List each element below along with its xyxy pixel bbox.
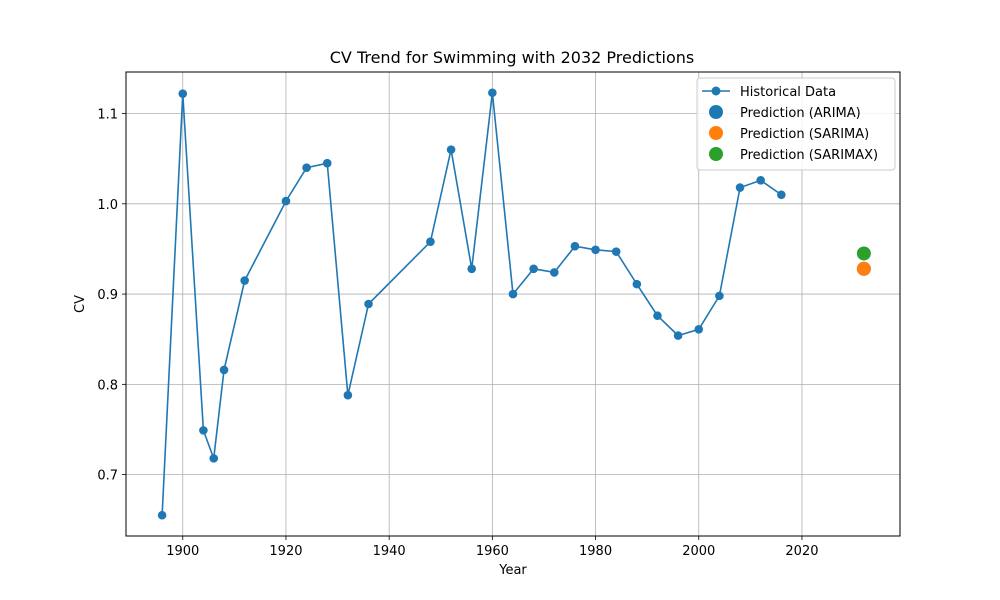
x-tick-label: 2020 xyxy=(785,544,818,559)
x-tick-label: 1900 xyxy=(166,544,199,559)
y-axis-label: CV xyxy=(73,295,88,313)
legend-marker-sarimax xyxy=(709,147,723,161)
historical-data-point xyxy=(467,264,477,274)
historical-data-point xyxy=(570,241,580,251)
legend-label-sarimax: Prediction (SARIMAX) xyxy=(740,148,878,163)
x-tick-label: 1920 xyxy=(269,544,302,559)
historical-data-point xyxy=(715,291,724,301)
legend-label-sarima: Prediction (SARIMA) xyxy=(740,127,869,142)
legend-marker-sarima xyxy=(709,126,723,140)
historical-data-point xyxy=(199,426,208,435)
historical-data-point xyxy=(157,510,167,520)
x-axis-label: Year xyxy=(498,563,527,578)
y-tick-label: 0.7 xyxy=(97,469,118,484)
historical-data-point xyxy=(735,183,745,192)
historical-data-point xyxy=(611,247,621,256)
prediction-sarimax-point xyxy=(856,246,871,261)
historical-data-point xyxy=(632,279,642,289)
legend-marker-historical xyxy=(711,86,721,96)
x-tick-label: 1960 xyxy=(476,544,509,559)
historical-data-point xyxy=(777,190,786,200)
historical-data-point xyxy=(529,264,538,274)
historical-data-point xyxy=(209,454,219,463)
plot-frame xyxy=(125,71,901,537)
chart-title: CV Trend for Swimming with 2032 Predicti… xyxy=(330,48,695,67)
legend-frame xyxy=(696,77,896,171)
historical-data-point xyxy=(302,163,311,172)
y-tick-label: 0.9 xyxy=(97,288,118,303)
legend-label-arima: Prediction (ARIMA) xyxy=(740,106,861,121)
historical-data-point xyxy=(694,324,704,334)
x-tick-label: 1940 xyxy=(373,544,406,559)
historical-data-point xyxy=(426,237,435,247)
historical-data-point xyxy=(322,158,332,168)
historical-data-point xyxy=(240,276,249,285)
historical-data-point xyxy=(673,331,683,340)
series-layer xyxy=(157,88,871,520)
x-tick-label: 2000 xyxy=(682,544,715,559)
y-tick-label: 1.1 xyxy=(97,108,118,123)
historical-data-point xyxy=(488,88,497,98)
historical-data-point xyxy=(219,365,229,375)
historical-data-point xyxy=(653,311,662,321)
historical-data-point xyxy=(446,145,456,154)
historical-data-point xyxy=(508,289,518,299)
historical-data-point xyxy=(281,196,291,206)
historical-data-point xyxy=(178,89,188,98)
historical-data-line xyxy=(161,92,782,516)
prediction-sarima-point xyxy=(856,261,871,276)
historical-data-point xyxy=(364,299,373,309)
y-tick-label: 1.0 xyxy=(97,198,118,213)
historical-data-point xyxy=(549,268,559,277)
historical-data-point xyxy=(756,176,765,185)
legend: Historical Data Prediction (ARIMA) Predi… xyxy=(696,77,896,171)
historical-data-point xyxy=(591,245,600,255)
ticks: 1900 1920 1940 1960 1980 2000 2020 0.7 0.8 0.9 1.0… xyxy=(97,108,818,559)
x-tick-label: 1980 xyxy=(579,544,612,559)
historical-data-point xyxy=(343,390,353,400)
legend-label-historical: Historical Data xyxy=(740,85,836,100)
legend-marker-arima xyxy=(709,105,723,119)
y-tick-label: 0.8 xyxy=(97,378,118,393)
